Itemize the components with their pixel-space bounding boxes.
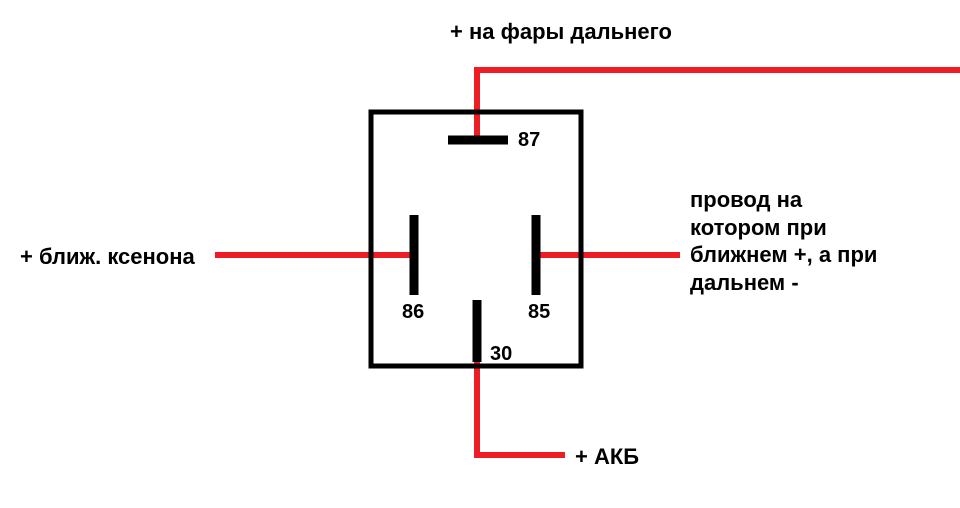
pin-label-87: 87 bbox=[518, 128, 540, 153]
label-right: провод на котором при ближнем +, а при д… bbox=[690, 186, 877, 296]
label-top: + на фары дальнего bbox=[450, 18, 672, 46]
pin-label-86: 86 bbox=[402, 300, 424, 325]
label-bottom: + АКБ bbox=[575, 443, 639, 471]
pin-label-85: 85 bbox=[528, 300, 550, 325]
pin-label-30: 30 bbox=[490, 342, 512, 367]
relay-wiring-diagram: + на фары дальнего + ближ. ксенона прово… bbox=[0, 0, 960, 508]
label-left: + ближ. ксенона bbox=[20, 243, 195, 271]
wire-wire-87-top bbox=[477, 70, 960, 140]
